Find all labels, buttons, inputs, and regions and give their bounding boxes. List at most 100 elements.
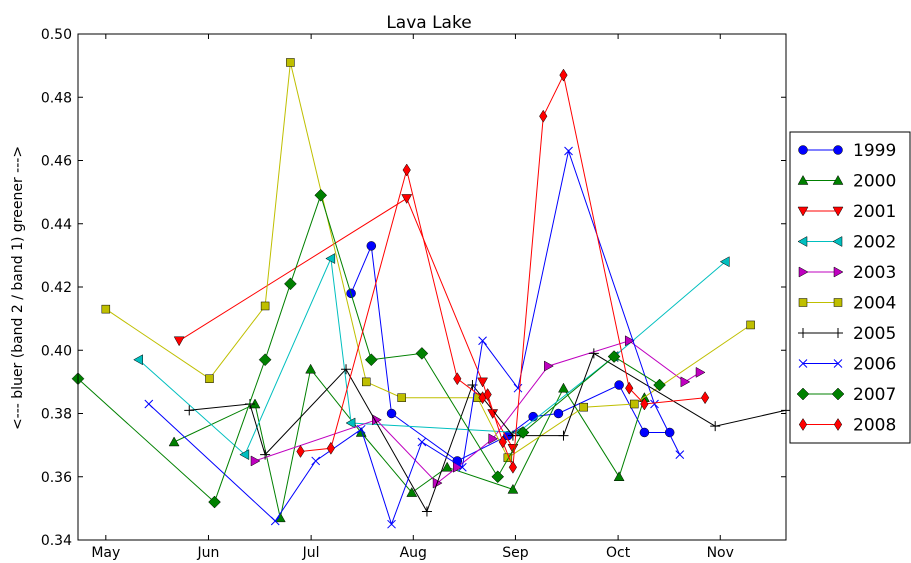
data-point-2007 [653, 378, 666, 392]
legend-label: 2000 [853, 172, 896, 192]
y-axis-title: <--- bluer (band 2 / band 1) greener ---… [10, 146, 26, 430]
data-point-2000 [305, 363, 317, 374]
data-point-2007 [208, 495, 221, 509]
data-point-1999 [664, 427, 675, 438]
data-point-2007 [314, 188, 328, 202]
data-point-2005 [184, 405, 195, 416]
data-point-2004 [630, 399, 639, 409]
y-tick-label: 0.46 [41, 154, 72, 170]
x-tick-label: Nov [707, 545, 734, 561]
data-point-2002 [719, 256, 730, 268]
data-point-1999 [553, 408, 564, 419]
series-layer [71, 58, 791, 529]
legend-marker [832, 236, 843, 247]
data-point-2007 [258, 353, 272, 367]
data-point-2004 [101, 304, 111, 314]
legend-entry-2004: 2004 [798, 294, 896, 314]
chart-title: Lava Lake [386, 13, 471, 33]
legend: 1999 2000 2001 2002 2003 2004 2005 2006 2007 2008 [789, 131, 911, 444]
series-2007 [71, 188, 666, 509]
legend-marker [797, 236, 808, 247]
data-point-2006 [650, 399, 659, 409]
legend-marker [832, 206, 844, 217]
data-point-2007 [607, 350, 621, 363]
y-axis-title-group: <--- bluer (band 2 / band 1) greener ---… [10, 146, 26, 430]
data-point-2008 [498, 435, 507, 449]
plot-frame [77, 33, 787, 541]
legend-label: 2008 [853, 416, 896, 436]
legend-marker [833, 298, 843, 307]
data-point-2008 [296, 444, 305, 458]
y-tick-label: 0.44 [41, 217, 72, 233]
data-point-2007 [491, 470, 505, 484]
legend-marker [833, 145, 843, 155]
data-point-1999 [614, 380, 624, 390]
data-point-2000 [406, 487, 418, 497]
legend-marker [832, 174, 844, 185]
data-point-2002 [239, 449, 250, 461]
data-point-2007 [364, 353, 378, 367]
data-point-2008 [640, 397, 649, 411]
legend-marker [833, 359, 843, 368]
data-point-2006 [564, 146, 573, 156]
series-2005 [184, 348, 791, 517]
series-2002 [133, 253, 730, 461]
data-point-2003 [680, 376, 691, 388]
x-tick-label: Jun [197, 545, 220, 561]
series-2000 [168, 363, 650, 523]
data-point-2004 [286, 58, 295, 67]
data-point-2005 [507, 430, 518, 441]
data-point-2008 [559, 68, 568, 82]
legend-marker [831, 387, 845, 401]
series-line-2006 [148, 149, 681, 526]
legend-marker [797, 174, 809, 185]
series-2001 [173, 194, 519, 454]
data-point-2003 [250, 455, 261, 467]
legend-entry-2006: 2006 [798, 355, 896, 375]
legend-marker [796, 387, 810, 401]
data-point-2008 [402, 163, 411, 177]
data-point-2000 [441, 461, 453, 472]
y-tick-label: 0.50 [41, 27, 72, 43]
data-point-2004 [579, 402, 588, 412]
data-point-2005 [260, 449, 271, 460]
data-point-2008 [483, 388, 492, 401]
legend-entry-2002: 2002 [797, 233, 896, 253]
legend-marker [798, 266, 809, 278]
y-tick-label: 0.38 [41, 407, 72, 423]
legend-entry-2005: 2005 [798, 324, 896, 344]
legend-marker [798, 418, 808, 431]
data-point-2008 [700, 391, 710, 405]
legend-marker [833, 418, 843, 431]
data-point-2006 [417, 437, 427, 447]
legend-marker [798, 145, 808, 155]
data-point-1999 [366, 241, 377, 251]
data-point-2005 [710, 421, 721, 432]
y-tick-label: 0.34 [41, 533, 72, 549]
legend-entry-2008: 2008 [798, 416, 896, 436]
data-point-2002 [325, 253, 336, 264]
data-point-2008 [453, 372, 462, 386]
data-point-2006 [387, 519, 396, 529]
legend-label: 1999 [853, 141, 896, 161]
y-tick-label: 0.40 [41, 343, 72, 359]
series-2004 [101, 58, 755, 463]
data-point-2005 [244, 399, 255, 410]
data-point-2001 [401, 194, 413, 204]
data-point-2007 [284, 277, 297, 291]
data-point-2008 [539, 109, 548, 123]
legend-entry-2001: 2001 [797, 202, 896, 222]
data-point-2001 [173, 336, 185, 347]
x-tick-label: Sep [502, 545, 529, 561]
legend-label: 2004 [853, 294, 896, 314]
data-point-2005 [558, 430, 569, 441]
legend-entry-2007: 2007 [796, 385, 896, 405]
data-point-2006 [478, 336, 487, 346]
legend-marker [833, 266, 844, 278]
series-2006 [144, 146, 685, 529]
legend-marker [798, 298, 808, 307]
data-point-2004 [397, 393, 406, 402]
x-tick-label: May [91, 545, 120, 561]
data-point-2004 [260, 301, 270, 311]
